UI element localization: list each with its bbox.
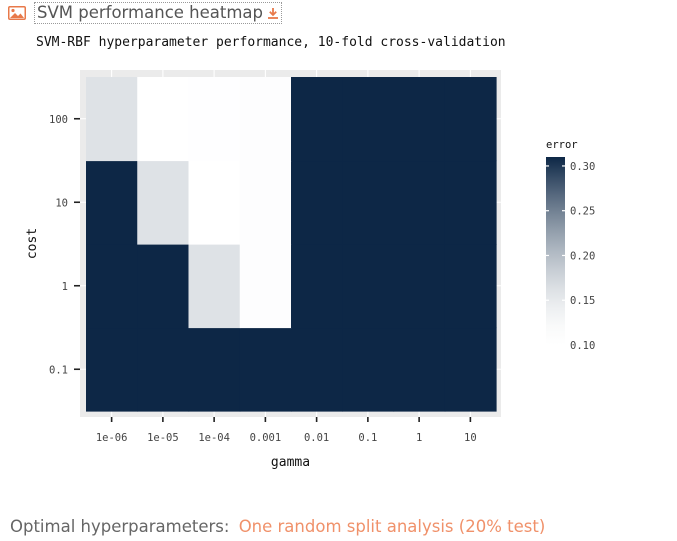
heatmap-cell xyxy=(393,77,446,162)
y-axis-title: cost xyxy=(25,228,40,259)
heatmap-cell xyxy=(291,327,343,412)
heatmap-cell xyxy=(291,160,343,245)
x-tick-label: 10 xyxy=(464,432,477,444)
heatmap-cell xyxy=(291,244,343,329)
legend-tick-label: 0.30 xyxy=(570,161,595,173)
x-tick-label: 1e-04 xyxy=(198,432,230,444)
legend-tick-label: 0.15 xyxy=(570,295,595,307)
heatmap-cell xyxy=(239,77,292,162)
heatmap-cell xyxy=(239,327,292,412)
heatmap-cell xyxy=(86,244,138,329)
y-tick-label: 100 xyxy=(49,114,68,126)
heatmap-cell xyxy=(188,244,241,329)
legend-colorbar xyxy=(546,157,565,345)
download-icon[interactable] xyxy=(267,7,279,19)
heatmap-cell xyxy=(137,327,190,412)
x-tick-label: 1e-06 xyxy=(96,432,128,444)
heatmap-cell xyxy=(86,327,138,412)
image-icon xyxy=(8,6,26,20)
x-tick-label: 1 xyxy=(416,432,422,444)
heatmap-cell xyxy=(291,77,343,162)
heatmap-title-link[interactable]: SVM performance heatmap xyxy=(34,2,283,24)
heatmap-cell xyxy=(444,160,497,245)
heatmap-cell xyxy=(444,244,497,329)
heatmap-cell xyxy=(86,160,138,245)
header: SVM performance heatmap xyxy=(8,2,283,24)
x-tick-label: 0.01 xyxy=(304,432,329,444)
y-tick-label: 1 xyxy=(62,281,68,293)
y-tick-label: 0.1 xyxy=(49,364,68,376)
heatmap-cell xyxy=(239,160,292,245)
legend-tick-label: 0.25 xyxy=(570,206,595,218)
heatmap-cell xyxy=(86,77,138,162)
legend-tick-label: 0.10 xyxy=(570,340,595,352)
y-tick-label: 10 xyxy=(55,197,68,209)
heatmap-cell xyxy=(393,327,446,412)
heatmap-cell xyxy=(137,77,190,162)
x-tick-label: 0.1 xyxy=(358,432,377,444)
x-axis-title: gamma xyxy=(271,455,310,470)
heatmap-cell xyxy=(444,77,497,162)
x-tick-label: 0.001 xyxy=(250,432,282,444)
chart-subtitle: SVM-RBF hyperparameter performance, 10-f… xyxy=(36,35,506,50)
legend-tick-label: 0.20 xyxy=(570,250,595,262)
heatmap-cell xyxy=(393,244,446,329)
footer: Optimal hyperparameters: One random spli… xyxy=(10,517,545,536)
heatmap-cell xyxy=(444,327,497,412)
heatmap-cell xyxy=(188,160,241,245)
heatmap-cell xyxy=(188,327,241,412)
legend-title: error xyxy=(546,139,578,151)
heatmap-cell xyxy=(188,77,241,162)
heatmap-chart: 1e-06 1e-05 1e-04 0.001 0.01 0.1 1 10 0.1 1 10 100 g… xyxy=(25,70,595,470)
heatmap-cell xyxy=(342,160,395,245)
heatmap-cell xyxy=(342,244,395,329)
random-split-link[interactable]: One random split analysis (20% test) xyxy=(238,517,546,536)
heatmap-title: SVM performance heatmap xyxy=(37,3,264,22)
heatmap-cell xyxy=(137,160,190,245)
heatmap-cell xyxy=(239,244,292,329)
heatmap-cell xyxy=(342,327,395,412)
footer-label: Optimal hyperparameters: xyxy=(10,517,230,536)
heatmap-cell xyxy=(137,244,190,329)
x-tick-label: 1e-05 xyxy=(147,432,179,444)
heatmap-cell xyxy=(342,77,395,162)
heatmap-cell xyxy=(393,160,446,245)
